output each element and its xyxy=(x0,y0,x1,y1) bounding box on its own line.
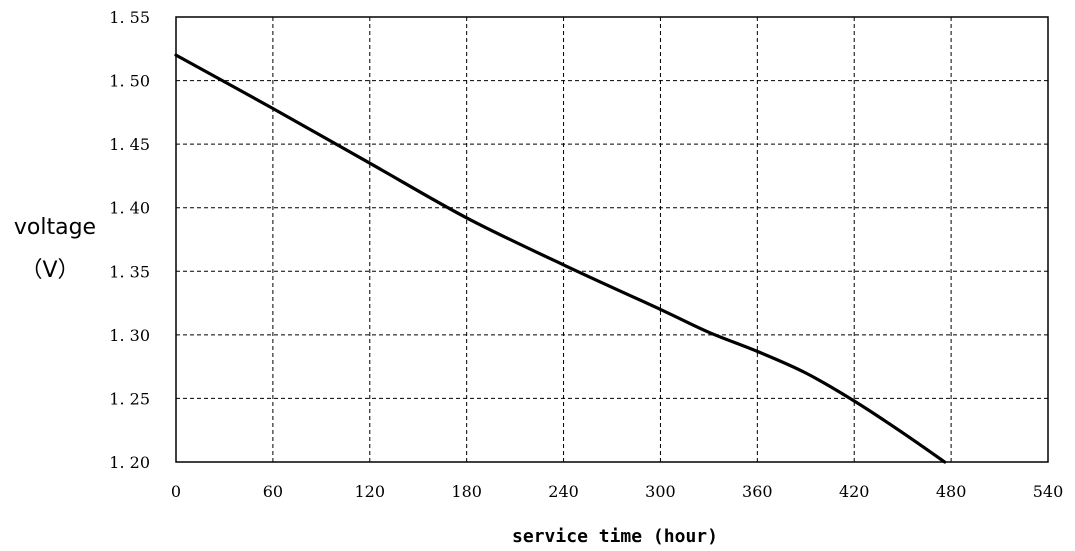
y-tick-label: 1. 40 xyxy=(109,199,150,218)
y-tick-label: 1. 20 xyxy=(109,453,150,472)
x-axis-label: service time (hour) xyxy=(512,526,718,547)
x-tick-label: 240 xyxy=(548,482,579,501)
x-tick-label: 120 xyxy=(355,482,386,501)
y-tick-label: 1. 55 xyxy=(109,8,150,27)
x-tick-label: 60 xyxy=(263,482,283,501)
y-tick-label: 1. 35 xyxy=(109,262,150,281)
grid xyxy=(176,17,1048,462)
x-tick-label: 480 xyxy=(936,482,967,501)
x-tick-label: 420 xyxy=(839,482,870,501)
y-tick-label: 1. 25 xyxy=(109,389,150,408)
y-tick-label: 1. 50 xyxy=(109,72,150,91)
x-tick-label: 300 xyxy=(645,482,676,501)
y-tick-label: 1. 30 xyxy=(109,326,150,345)
x-tick-labels: 0 60 120 180 240 300 360 420 480 540 xyxy=(171,482,1063,501)
x-tick-label: 180 xyxy=(451,482,482,501)
y-tick-labels: 1. 20 1. 25 1. 30 1. 35 1. 40 1. 45 1. 50 1. 55 xyxy=(109,8,150,472)
series-line xyxy=(174,53,947,464)
y-axis-label-line2: （V） xyxy=(20,258,79,283)
x-tick-label: 360 xyxy=(742,482,773,501)
y-axis-label-line1: voltage xyxy=(14,215,96,240)
plot-frame xyxy=(175,16,1049,463)
x-tick-label: 540 xyxy=(1033,482,1064,501)
y-tick-label: 1. 45 xyxy=(109,135,150,154)
x-tick-label: 0 xyxy=(171,482,181,501)
